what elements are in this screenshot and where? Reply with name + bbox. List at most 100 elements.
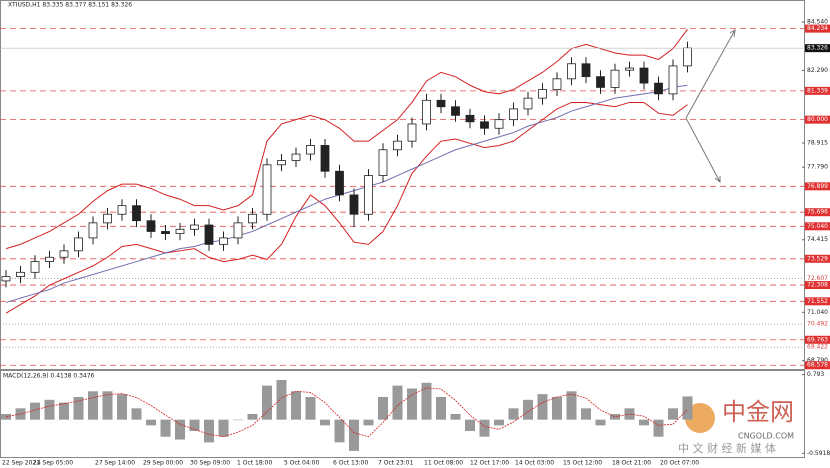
candle-body [393,140,402,151]
candle-body [610,69,620,88]
level-label: 68.578 [807,362,828,369]
chart-title: XTIUSD,H1 83.335 83.377 83.151 83.326 [8,2,132,9]
candle-body [1,276,11,282]
macd-bar [175,419,185,440]
macd-bar [349,419,359,451]
watermark-brand: 中金网 [722,398,794,426]
candle-body [625,67,634,71]
candle-body [509,108,518,121]
y-tick-label: 74.415 [807,236,828,243]
macd-bar [508,408,519,420]
macd-bar [117,394,127,420]
minor-level-label: 69.422 [807,344,828,351]
candle-body [146,220,156,232]
arrow-head [729,29,736,38]
main-frame [0,0,805,370]
candle-body [451,106,460,116]
level-label: 69.763 [807,336,828,343]
candle-body [204,224,214,245]
macd-bar [494,419,504,426]
macd-bar [653,419,664,437]
y-tick-label: 68.790 [807,357,828,364]
macd-frame [0,370,805,458]
candle-body [30,261,40,273]
macd-bar [581,408,591,420]
candle-body [117,205,127,215]
y-tick-label: 84.540 [807,19,828,26]
watermark-site: CNGOLD.COM [738,432,794,441]
macd-bar [233,419,243,421]
x-tick-label: 20 Oct 07:00 [660,460,699,467]
macd-bar [407,388,417,420]
current-price-label: 83.326 [807,45,828,52]
x-tick-label: 27 Sep 14:00 [95,460,135,467]
y-tick-label: 71.040 [807,309,828,316]
candle-body [639,67,649,84]
candle-body [219,237,228,245]
macd-bar [378,396,388,420]
x-tick-label: 1 Oct 18:00 [237,460,272,467]
macd-bar [131,408,142,420]
candle-body [465,114,475,123]
macd-bar [102,391,113,420]
macd-bar [552,396,562,420]
candle-body [538,89,547,99]
candle-body [654,82,663,95]
y-tick-label: 78.915 [807,139,828,146]
x-tick-label: 29 Sep 00:00 [143,460,183,467]
candle-body [262,164,272,215]
macd-bar [291,391,301,420]
macd-bar [639,419,649,426]
candle-body [480,121,489,129]
candle-body [88,222,98,239]
candle-body [349,194,359,215]
macd-bar [160,419,171,437]
level-label: 84.234 [807,25,828,32]
level-label-bg [805,24,830,33]
level-label-bg [805,281,830,290]
level-label: 76.899 [807,183,828,190]
macd-bar [595,419,606,426]
level-label-bg [805,86,830,95]
level-label-bg [805,222,830,231]
x-tick-label: 30 Sep 09:00 [190,460,230,467]
candle-body [436,99,446,108]
macd-bar [450,414,461,420]
candle-body [16,271,25,278]
minor-level-label: 72.607 [807,275,828,282]
candle-body [132,205,141,222]
level-label-bg [805,335,830,344]
macd-bar [566,391,577,420]
macd-tick-label: -0.5918 [807,450,830,457]
level-label-bg [805,254,830,263]
candle-body [248,213,257,224]
candle-body [523,97,533,110]
candle-body [494,119,504,129]
candle-body [277,160,286,166]
minor-level-label: 70.492 [807,321,828,328]
macd-bar [305,396,316,420]
x-tick-label: 11 Oct 08:00 [424,460,463,467]
x-tick-label: 18 Oct 21:00 [612,460,651,467]
macd-title: MACD(12,26,9) 0.4138 0.3476 [3,373,95,380]
macd-bar [610,414,620,420]
macd-bar [44,399,55,420]
arrow-head [714,176,721,184]
level-label: 73.529 [807,255,828,262]
candle-body [422,99,431,125]
macd-bar [262,385,272,420]
candle-body [59,250,69,258]
macd-tick-label: 0.793 [807,371,824,378]
candle-body [407,123,417,142]
macd-bar [73,396,84,420]
level-label-bg [805,182,830,191]
macd-bar [146,419,156,426]
candle-body [190,224,199,230]
macd-bar [421,382,432,420]
x-tick-label: 5 Oct 04:00 [284,460,319,467]
level-label-bg [805,361,830,370]
macd-bar [479,419,490,437]
arrow-up [685,29,736,119]
macd-bar [334,419,345,443]
